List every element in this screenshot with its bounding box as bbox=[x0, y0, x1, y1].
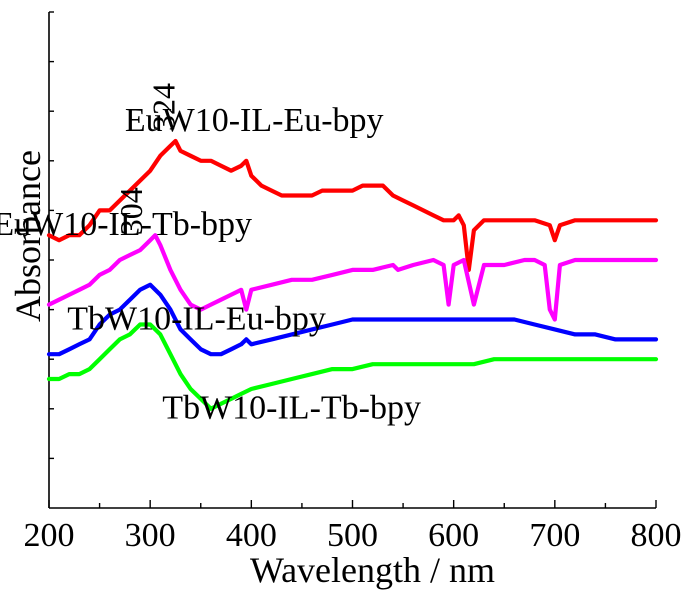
y-axis-title: Absorbance bbox=[8, 150, 48, 322]
x-tick-label: 400 bbox=[226, 517, 277, 554]
series-label-3: TbW10-IL-Eu-bpy bbox=[67, 300, 326, 337]
x-tick-label: 800 bbox=[631, 517, 682, 554]
series-line-3 bbox=[46, 282, 659, 357]
series-label-4: TbW10-IL-Tb-bpy bbox=[162, 390, 421, 427]
peak-annotation-2: 304 bbox=[113, 187, 149, 235]
labels-layer: EuW10-IL-Eu-bpy EuW10-IL-Tb-bpy TbW10-IL-E… bbox=[0, 83, 421, 427]
x-axis-title: Wavelength / nm bbox=[250, 550, 495, 590]
x-tick-label: 200 bbox=[24, 517, 75, 554]
series-layer bbox=[46, 138, 659, 411]
series-line-4 bbox=[46, 322, 659, 411]
x-tick-label: 600 bbox=[428, 517, 479, 554]
series-label-1: EuW10-IL-Eu-bpy bbox=[125, 102, 384, 139]
series-label-2: EuW10-IL-Tb-bpy bbox=[0, 206, 252, 243]
peak-annotation-1: 324 bbox=[145, 83, 181, 131]
x-tick-label: 300 bbox=[125, 517, 176, 554]
series-line-2 bbox=[46, 233, 659, 322]
series-line-1 bbox=[46, 138, 659, 272]
x-tick-label: 500 bbox=[327, 517, 378, 554]
axes: 200 300 400 500 600 700 800 Wavelength / nm Abso… bbox=[8, 11, 682, 590]
x-tick-label: 700 bbox=[529, 517, 580, 554]
